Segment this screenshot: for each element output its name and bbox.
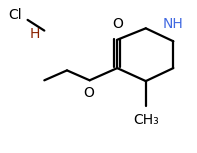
Text: NH: NH bbox=[163, 17, 184, 31]
Text: H: H bbox=[29, 27, 40, 41]
Text: Cl: Cl bbox=[8, 8, 22, 22]
Text: O: O bbox=[112, 17, 123, 31]
Text: CH₃: CH₃ bbox=[133, 113, 159, 127]
Text: O: O bbox=[83, 86, 94, 100]
